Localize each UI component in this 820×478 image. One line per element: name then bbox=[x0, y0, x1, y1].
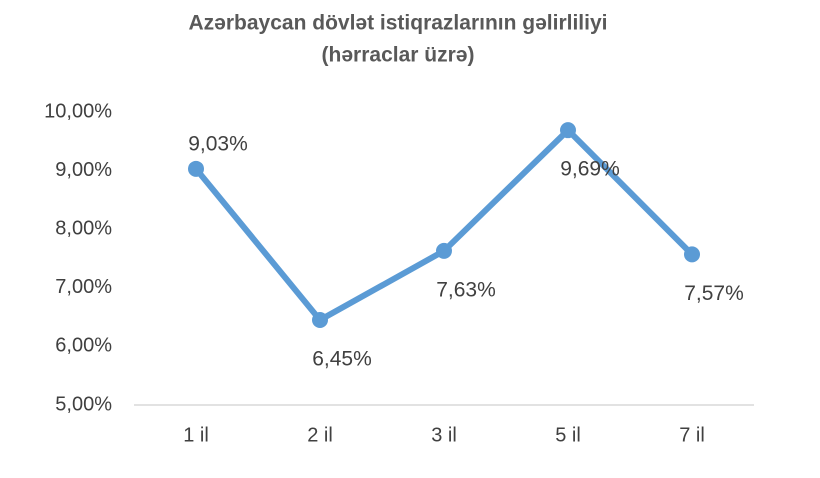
x-tick-label: 2 il bbox=[307, 424, 333, 446]
data-label: 6,45% bbox=[312, 348, 372, 371]
data-label: 9,03% bbox=[188, 132, 248, 155]
x-tick-label: 5 il bbox=[555, 424, 581, 446]
point-marker bbox=[560, 122, 576, 139]
data-label: 7,57% bbox=[684, 282, 744, 305]
y-tick-label: 10,00% bbox=[44, 100, 112, 122]
y-tick-label: 7,00% bbox=[55, 276, 112, 298]
y-tick-label: 6,00% bbox=[55, 335, 112, 357]
point-marker bbox=[312, 312, 328, 329]
x-tick-label: 7 il bbox=[679, 424, 705, 446]
chart-title: Azərbaycan dövlət istiqrazlarının gəlirl… bbox=[189, 12, 608, 35]
chart-subtitle: (hərraclar üzrə) bbox=[322, 44, 475, 67]
y-tick-label: 5,00% bbox=[55, 393, 112, 415]
data-label: 7,63% bbox=[436, 278, 496, 301]
point-marker bbox=[684, 246, 700, 263]
point-marker bbox=[436, 242, 452, 259]
x-tick-label: 1 il bbox=[183, 424, 209, 446]
y-tick-label: 8,00% bbox=[55, 217, 112, 239]
point-marker bbox=[188, 160, 204, 177]
data-label: 9,69% bbox=[560, 158, 620, 181]
x-tick-label: 3 il bbox=[431, 424, 457, 446]
y-tick-label: 9,00% bbox=[55, 159, 112, 181]
